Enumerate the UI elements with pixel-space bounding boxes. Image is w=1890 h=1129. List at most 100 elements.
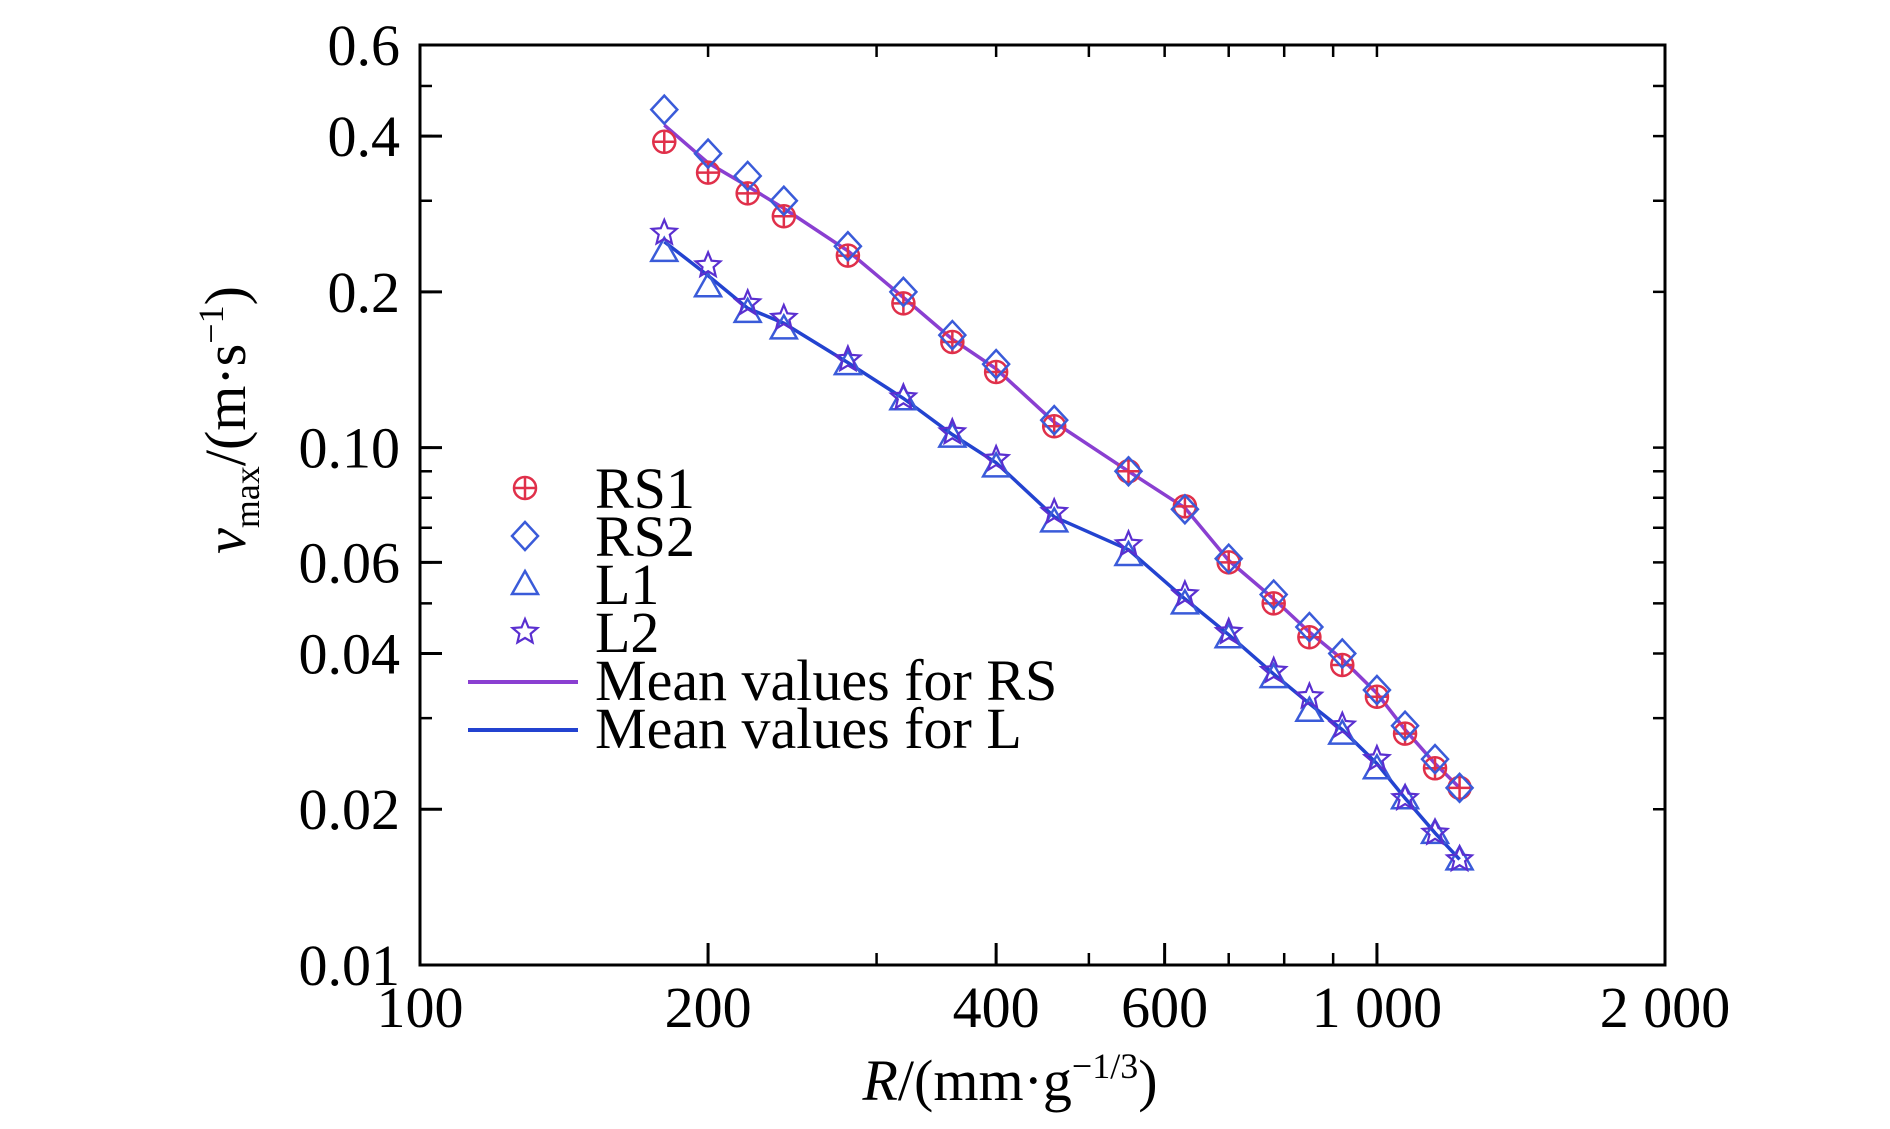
data-point-rs1 bbox=[1422, 756, 1448, 781]
data-point-l2 bbox=[888, 381, 919, 411]
legend-marker-swatch bbox=[509, 616, 541, 645]
y-axis-title-main: v bbox=[193, 528, 258, 554]
x-axis-title-unit-close: ) bbox=[1138, 1048, 1157, 1113]
legend-label: L2 bbox=[595, 600, 659, 665]
axes-layer: 100 200 400 600 1 000 2 000 0.01 0.02 0.04 0.06 0.… bbox=[299, 13, 1731, 1040]
y-axis-title-unit-open: /(m·s bbox=[193, 344, 258, 466]
legend-item: Mean values for RS bbox=[468, 648, 1057, 713]
data-point-rs2 bbox=[1327, 637, 1357, 670]
data-point-rs2 bbox=[888, 276, 919, 308]
legend-label: Mean values for L bbox=[595, 696, 1022, 761]
legend-label: RS2 bbox=[595, 504, 695, 569]
data-point-rs2 bbox=[693, 137, 723, 170]
data-point-rs2 bbox=[1039, 404, 1069, 436]
data-point-rs1 bbox=[652, 129, 677, 155]
data-point-l1 bbox=[1389, 782, 1421, 810]
legend-item: L1 bbox=[509, 552, 659, 617]
data-point-rs2 bbox=[1170, 493, 1200, 526]
data-point-l2 bbox=[649, 217, 680, 246]
data-point-l1 bbox=[1419, 817, 1451, 845]
data-point-l1 bbox=[1294, 695, 1325, 723]
data-point-rs2 bbox=[1420, 743, 1450, 775]
axis-titles: R/(mm·g−1/3) vmax/(m·s−1) bbox=[191, 286, 1158, 1113]
series-line-5 bbox=[663, 240, 1461, 861]
y-tick-label: 0.01 bbox=[299, 933, 401, 998]
legend-item: L2 bbox=[509, 600, 659, 665]
y-axis-title: vmax/(m·s−1) bbox=[191, 286, 267, 554]
y-tick-label: 0.4 bbox=[328, 104, 401, 169]
x-tick-label: 1 000 bbox=[1312, 975, 1443, 1040]
data-point-l2 bbox=[1039, 496, 1070, 526]
data-point-l2 bbox=[1213, 616, 1244, 645]
y-tick-label: 0.10 bbox=[299, 416, 401, 481]
data-point-rs2 bbox=[1113, 455, 1144, 488]
legend-item: Mean values for L bbox=[468, 696, 1022, 761]
data-point-rs2 bbox=[1213, 542, 1244, 575]
data-point-rs1 bbox=[1330, 652, 1355, 678]
legend-item: RS1 bbox=[512, 456, 695, 521]
y-axis-title-sub: max bbox=[227, 466, 267, 528]
x-tick-label: 400 bbox=[953, 975, 1040, 1040]
data-point-rs2 bbox=[1390, 709, 1420, 742]
y-tick-label: 0.02 bbox=[299, 777, 401, 842]
y-tick-label: 0.04 bbox=[299, 621, 401, 686]
x-tick-label: 2 000 bbox=[1600, 975, 1731, 1040]
data-point-l2 bbox=[1361, 743, 1393, 772]
y-axis-title-unit-close: ) bbox=[193, 286, 258, 305]
data-point-rs1 bbox=[1297, 624, 1322, 650]
legend-marker-swatch bbox=[512, 475, 538, 501]
series-markers-layer bbox=[649, 93, 1475, 873]
x-axis-title: R/(mm·g−1/3) bbox=[861, 1046, 1157, 1113]
data-point-l2 bbox=[768, 302, 799, 331]
x-axis-title-unit-open: /(mm·g bbox=[898, 1048, 1072, 1113]
plot-frame bbox=[418, 43, 1667, 967]
x-axis-title-main: R bbox=[861, 1048, 897, 1113]
data-point-l2 bbox=[1389, 782, 1421, 812]
data-point-rs2 bbox=[1362, 674, 1392, 706]
data-point-l2 bbox=[937, 416, 968, 446]
data-point-rs1 bbox=[1116, 459, 1141, 484]
data-point-rs2 bbox=[769, 184, 799, 217]
legend-label: L1 bbox=[595, 552, 659, 617]
data-point-rs1 bbox=[891, 291, 916, 316]
data-point-l1 bbox=[692, 270, 724, 298]
legend-label: Mean values for RS bbox=[595, 648, 1057, 713]
y-tick-label: 0.06 bbox=[299, 530, 401, 595]
data-point-rs1 bbox=[1261, 591, 1286, 616]
x-tick-label: 600 bbox=[1121, 975, 1208, 1040]
data-point-l2 bbox=[1419, 817, 1451, 846]
y-tick-label: 0.6 bbox=[328, 13, 401, 78]
y-tick-label: 0.2 bbox=[328, 260, 401, 325]
data-point-l2 bbox=[1294, 680, 1325, 710]
data-point-l2 bbox=[832, 343, 864, 373]
data-point-rs2 bbox=[1444, 771, 1475, 804]
data-point-l1 bbox=[649, 235, 680, 263]
legend-marker-swatch bbox=[509, 568, 541, 596]
data-point-l2 bbox=[1113, 528, 1144, 558]
data-point-rs1 bbox=[1447, 775, 1472, 801]
legend-label: RS1 bbox=[595, 456, 695, 521]
data-point-l2 bbox=[1258, 655, 1289, 684]
legend-item: RS2 bbox=[510, 504, 695, 569]
data-point-rs1 bbox=[835, 243, 861, 268]
x-tick-label: 100 bbox=[377, 975, 464, 1040]
x-axis-title-unit-exp: −1/3 bbox=[1072, 1046, 1138, 1086]
x-tick-label: 200 bbox=[665, 975, 752, 1040]
data-point-l2 bbox=[1169, 578, 1201, 608]
data-point-rs2 bbox=[732, 160, 763, 192]
y-axis-title-unit-exp: −1 bbox=[191, 305, 231, 343]
data-point-rs2 bbox=[649, 93, 679, 126]
data-point-rs2 bbox=[1258, 578, 1289, 611]
data-point-rs2 bbox=[833, 230, 863, 263]
legend-marker-swatch bbox=[510, 520, 540, 552]
data-point-rs2 bbox=[1294, 611, 1325, 643]
data-point-rs2 bbox=[937, 319, 968, 351]
data-point-l1 bbox=[1444, 843, 1475, 871]
data-point-l2 bbox=[1327, 709, 1358, 739]
data-point-rs2 bbox=[981, 348, 1011, 380]
data-point-rs1 bbox=[735, 181, 760, 206]
data-point-l2 bbox=[1444, 843, 1475, 873]
